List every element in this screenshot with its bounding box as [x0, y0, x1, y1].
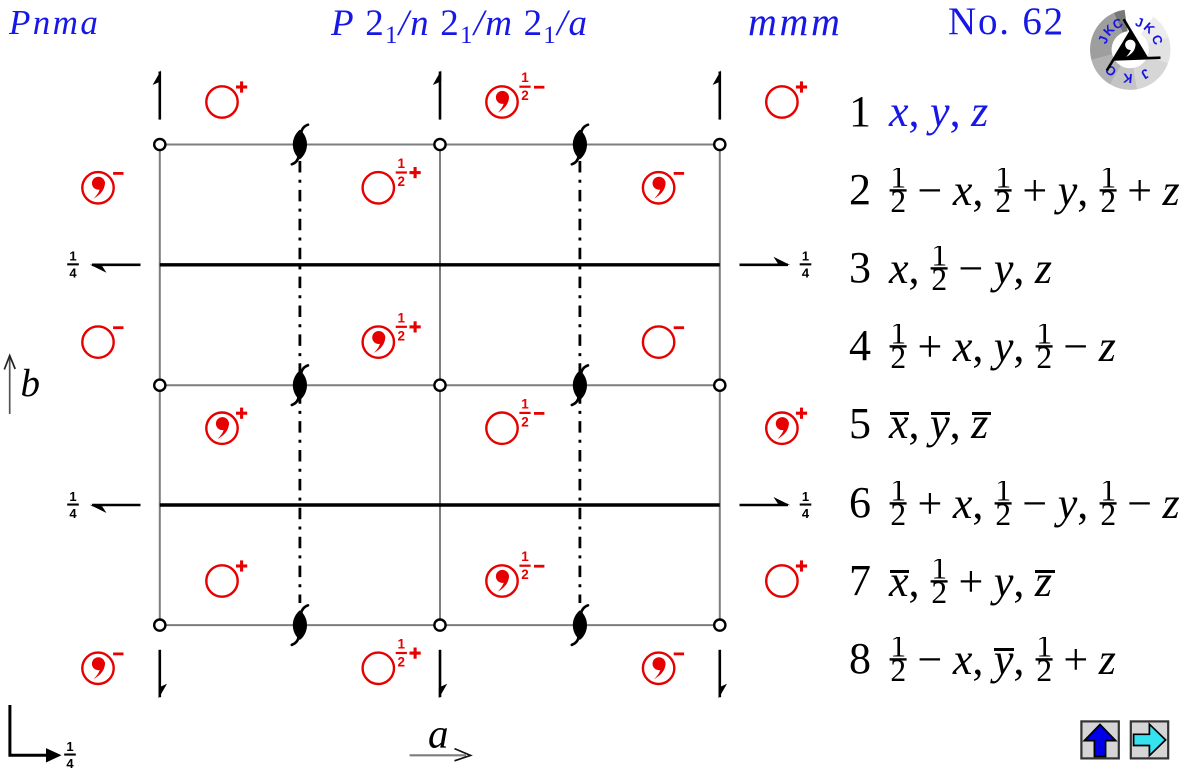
svg-text:4: 4 [69, 506, 77, 521]
svg-text:1: 1 [521, 549, 529, 564]
svg-text:2: 2 [890, 184, 906, 213]
svg-text:2: 2 [931, 575, 947, 604]
svg-text:1: 1 [1036, 324, 1052, 350]
svg-text:2: 2 [995, 184, 1011, 213]
svg-text:1: 1 [521, 396, 529, 411]
svg-text:1: 1 [521, 70, 529, 85]
svg-text:1: 1 [802, 489, 809, 504]
svg-text:1: 1 [802, 249, 809, 264]
svg-text:b: b [21, 362, 41, 405]
svg-text:2: 2 [521, 567, 529, 582]
svg-text:2: 2 [1100, 497, 1116, 526]
svg-text:1: 1 [69, 249, 76, 264]
svg-text:1: 1 [995, 168, 1011, 194]
svg-text:2: 2 [521, 88, 529, 103]
svg-text:2: 2 [931, 262, 947, 291]
svg-text:1: 1 [69, 489, 76, 504]
svg-text:4: 4 [66, 756, 74, 770]
svg-text:1: 1 [1100, 481, 1116, 507]
svg-text:1: 1 [66, 739, 73, 754]
svg-text:2: 2 [1100, 184, 1116, 213]
svg-text:1: 1 [931, 559, 947, 585]
svg-text:2: 2 [521, 414, 529, 429]
svg-text:4: 4 [69, 266, 77, 281]
svg-text:1: 1 [398, 156, 406, 171]
svg-text:2: 2 [890, 340, 906, 369]
svg-text:J: J [1133, 14, 1145, 31]
svg-text:2: 2 [890, 497, 906, 526]
svg-text:1: 1 [1036, 637, 1052, 663]
svg-text:1: 1 [398, 637, 406, 652]
svg-text:1: 1 [398, 310, 406, 325]
svg-text:2: 2 [995, 497, 1011, 526]
svg-text:K: K [1122, 70, 1133, 86]
svg-text:1: 1 [890, 324, 906, 350]
svg-text:2: 2 [1036, 340, 1052, 369]
svg-text:a: a [428, 711, 449, 757]
svg-text:2: 2 [890, 653, 906, 682]
svg-text:1: 1 [995, 481, 1011, 507]
svg-text:1: 1 [890, 637, 906, 663]
svg-text:1: 1 [890, 168, 906, 194]
svg-text:2: 2 [398, 174, 406, 189]
svg-text:2: 2 [1036, 653, 1052, 682]
svg-text:4: 4 [802, 266, 810, 281]
svg-text:1: 1 [931, 246, 947, 272]
svg-text:2: 2 [398, 655, 406, 670]
svg-text:4: 4 [802, 506, 810, 521]
svg-text:2: 2 [398, 328, 406, 343]
svg-text:1: 1 [890, 481, 906, 507]
svg-text:J: J [1095, 34, 1112, 46]
svg-text:1: 1 [1100, 168, 1116, 194]
